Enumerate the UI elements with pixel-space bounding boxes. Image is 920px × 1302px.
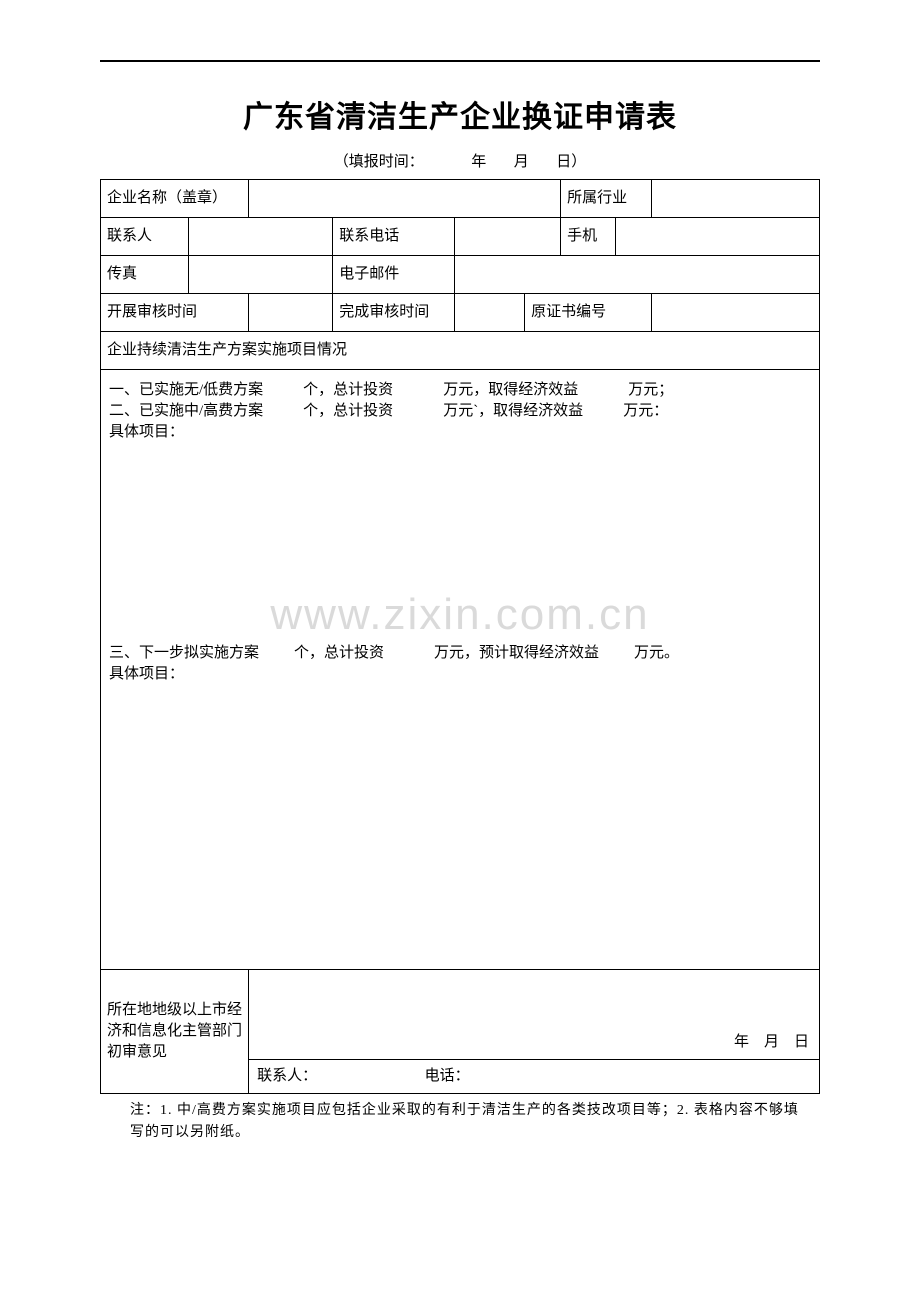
input-audit-end[interactable]	[455, 294, 525, 332]
table-row: 传真 电子邮件	[101, 256, 820, 294]
top-rule	[100, 60, 820, 62]
table-row: 一、已实施无/低费方案个，总计投资万元，取得经济效益万元； 二、已实施中/高费方…	[101, 370, 820, 970]
label-mobile: 手机	[561, 218, 616, 256]
label-audit-start: 开展审核时间	[101, 294, 249, 332]
table-row: 所在地地级以上市经济和信息化主管部门初审意见 年 月 日	[101, 970, 820, 1060]
subtitle-day: 日）	[556, 154, 586, 170]
text: 个，总计投资	[294, 645, 384, 661]
page-title: 广东省清洁生产企业换证申请表	[100, 92, 820, 136]
label-cert-no: 原证书编号	[525, 294, 652, 332]
text: 三、下一步拟实施方案	[109, 645, 259, 661]
input-company-name[interactable]	[249, 180, 561, 218]
detail-projects-label-2: 具体项目：	[109, 664, 811, 685]
table-row: 企业名称（盖章） 所属行业	[101, 180, 820, 218]
review-date-area[interactable]: 年 月 日	[249, 970, 820, 1060]
input-cert-no[interactable]	[651, 294, 819, 332]
detail-line-1: 一、已实施无/低费方案 个，总计投资 万元，取得经济效益 万元；	[109, 380, 811, 401]
project-details-area[interactable]: 一、已实施无/低费方案个，总计投资万元，取得经济效益万元； 二、已实施中/高费方…	[101, 370, 820, 970]
input-contact-phone[interactable]	[455, 218, 561, 256]
blank-area-1	[109, 443, 811, 643]
input-audit-start[interactable]	[249, 294, 333, 332]
label-company-name: 企业名称（盖章）	[101, 180, 249, 218]
footnote: 注：1. 中/高费方案实施项目应包括企业采取的有利于清洁生产的各类技改项目等；2…	[130, 1100, 810, 1145]
text: 个，总计投资	[303, 382, 393, 398]
text: 万元；	[628, 382, 673, 398]
detail-projects-label-1: 具体项目：	[109, 422, 811, 443]
text: 万元。	[634, 645, 679, 661]
label-contact-phone: 联系电话	[333, 218, 455, 256]
page-container: 广东省清洁生产企业换证申请表 （填报时间： 年 月 日） 企业名称（盖章）	[0, 0, 920, 1185]
text: 万元，取得经济效益	[443, 382, 578, 398]
review-phone-label: 电话：	[425, 1068, 470, 1084]
input-email[interactable]	[455, 256, 820, 294]
label-contact-person: 联系人	[101, 218, 189, 256]
review-label: 所在地地级以上市经济和信息化主管部门初审意见	[101, 970, 249, 1094]
input-industry[interactable]	[651, 180, 819, 218]
input-contact-person[interactable]	[189, 218, 333, 256]
label-email: 电子邮件	[333, 256, 455, 294]
label-industry: 所属行业	[561, 180, 652, 218]
input-mobile[interactable]	[615, 218, 819, 256]
text: 个，总计投资	[303, 403, 393, 419]
subtitle-month: 月	[514, 154, 529, 170]
subtitle-year: 年	[471, 154, 486, 170]
input-fax[interactable]	[189, 256, 333, 294]
review-date-text: 年 月 日	[734, 1034, 809, 1050]
text: 万元`，取得经济效益	[443, 403, 583, 419]
section-header: 企业持续清洁生产方案实施项目情况	[101, 332, 820, 370]
review-contact-label: 联系人：	[257, 1068, 317, 1084]
table-row: 企业持续清洁生产方案实施项目情况	[101, 332, 820, 370]
text: 一、已实施无/低费方案	[109, 382, 263, 398]
text: 万元，预计取得经济效益	[434, 645, 599, 661]
fill-date-line: （填报时间： 年 月 日）	[100, 150, 820, 171]
label-fax: 传真	[101, 256, 189, 294]
subtitle-prefix: （填报时间：	[334, 154, 424, 170]
detail-line-2: 二、已实施中/高费方案 个，总计投资 万元`，取得经济效益 万元：	[109, 401, 811, 422]
label-audit-end: 完成审核时间	[333, 294, 455, 332]
review-contact-row: 联系人： 电话：	[249, 1060, 820, 1094]
text: 万元：	[623, 403, 668, 419]
table-row: 联系人 联系电话 手机	[101, 218, 820, 256]
application-form-table: 企业名称（盖章） 所属行业 联系人 联系电话 手机 传真 电子邮件 开展审核时间…	[100, 179, 820, 1094]
text: 二、已实施中/高费方案	[109, 403, 263, 419]
table-row: 开展审核时间 完成审核时间 原证书编号	[101, 294, 820, 332]
detail-line-3: 三、下一步拟实施方案 个，总计投资 万元，预计取得经济效益 万元。	[109, 643, 811, 664]
